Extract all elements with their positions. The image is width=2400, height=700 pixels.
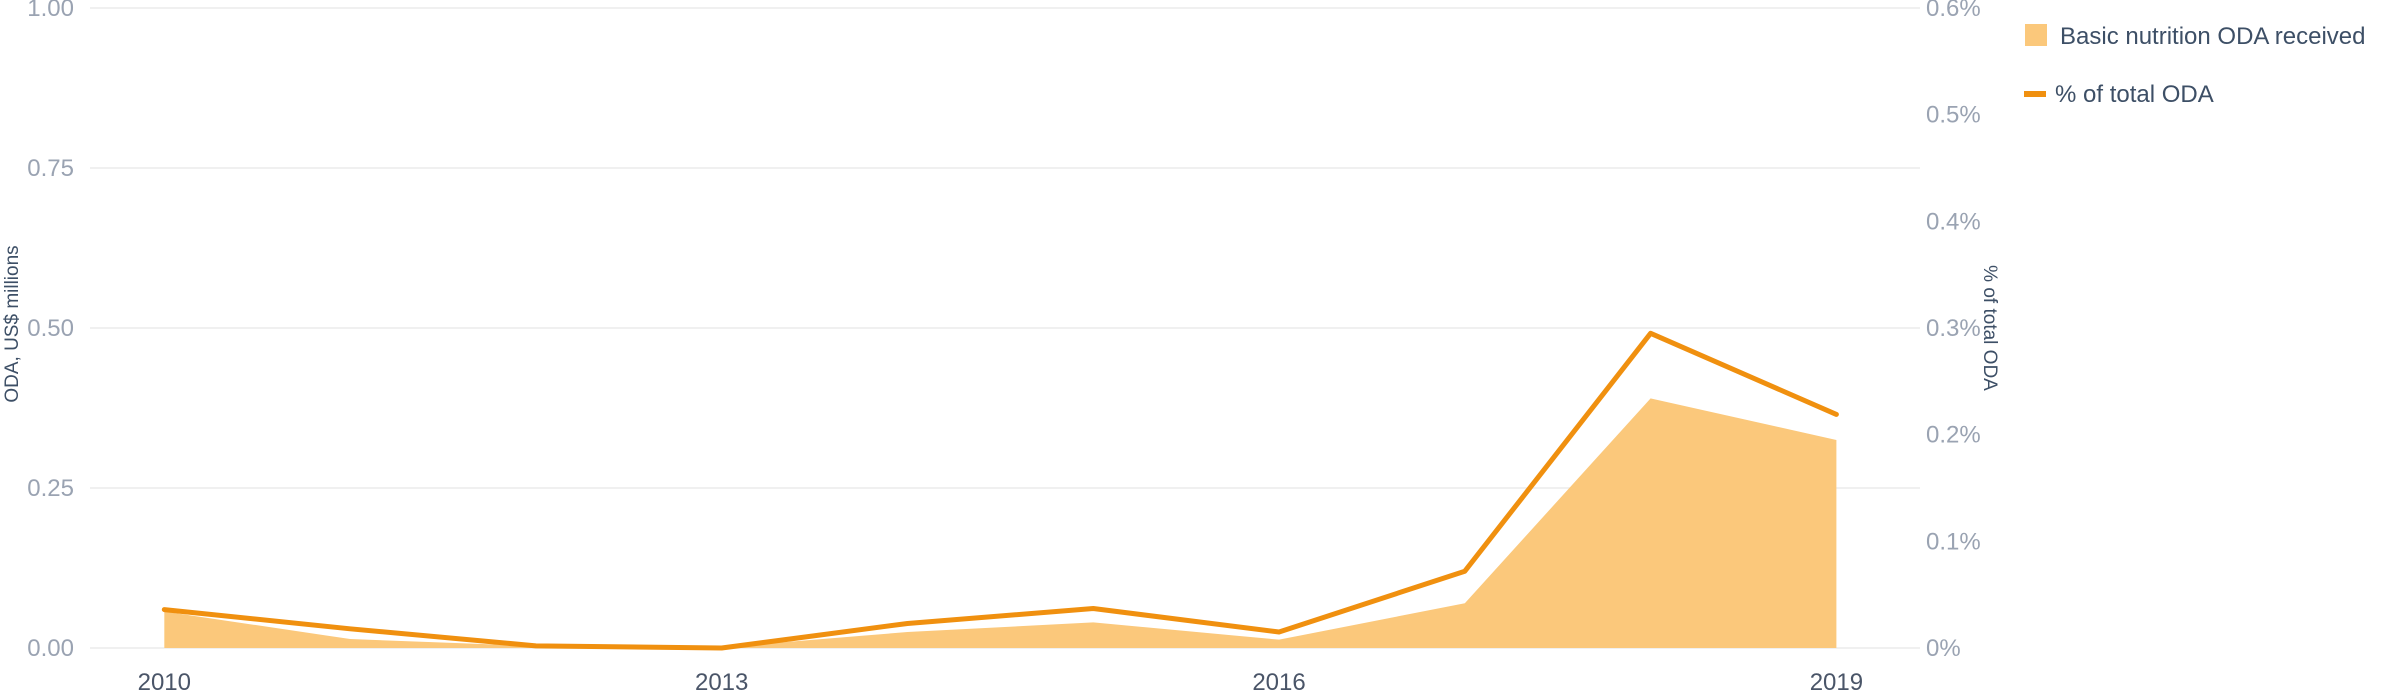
area-series	[164, 398, 1837, 648]
y-right-tick-label: 0.2%	[1926, 422, 1981, 449]
legend-swatch-area	[2025, 24, 2047, 46]
x-tick-label: 2013	[695, 669, 748, 696]
y-right-axis-title: % of total ODA	[1979, 265, 2000, 391]
y-right-tick-label: 0.5%	[1926, 102, 1981, 129]
x-tick-label: 2019	[1810, 669, 1863, 696]
y-left-tick-label: 1.00	[27, 0, 74, 22]
y-right-tick-label: 0%	[1926, 635, 1961, 662]
y-left-tick-labels: 0.00 0.25 0.50 0.75 1.00	[27, 0, 74, 662]
x-tick-label: 2016	[1252, 669, 1305, 696]
legend-swatch-line	[2024, 91, 2046, 97]
y-left-tick-label: 0.75	[27, 155, 74, 182]
line-pct-total-oda	[161, 330, 1839, 651]
y-right-tick-labels: 0% 0.1% 0.2% 0.3% 0.4% 0.5% 0.6%	[1926, 0, 1981, 662]
area-basic-nutrition-oda	[164, 398, 1837, 648]
line-series	[161, 330, 1839, 651]
y-left-tick-label: 0.50	[27, 315, 74, 342]
legend: Basic nutrition ODA received % of total …	[2024, 23, 2365, 108]
y-left-axis-title: ODA, US$ millions	[2, 245, 23, 402]
legend-item-area[interactable]: Basic nutrition ODA received	[2025, 23, 2365, 50]
legend-item-line[interactable]: % of total ODA	[2024, 81, 2214, 108]
y-right-tick-label: 0.3%	[1926, 315, 1981, 342]
y-left-tick-label: 0.00	[27, 635, 74, 662]
x-tick-label: 2010	[138, 669, 191, 696]
y-right-tick-label: 0.6%	[1926, 0, 1981, 22]
y-left-tick-label: 0.25	[27, 475, 74, 502]
y-right-tick-label: 0.1%	[1926, 528, 1981, 555]
legend-label-area: Basic nutrition ODA received	[2060, 23, 2365, 50]
x-tick-labels: 2010 2013 2016 2019	[138, 669, 1863, 696]
y-right-tick-label: 0.4%	[1926, 208, 1981, 235]
legend-label-line: % of total ODA	[2055, 81, 2214, 108]
